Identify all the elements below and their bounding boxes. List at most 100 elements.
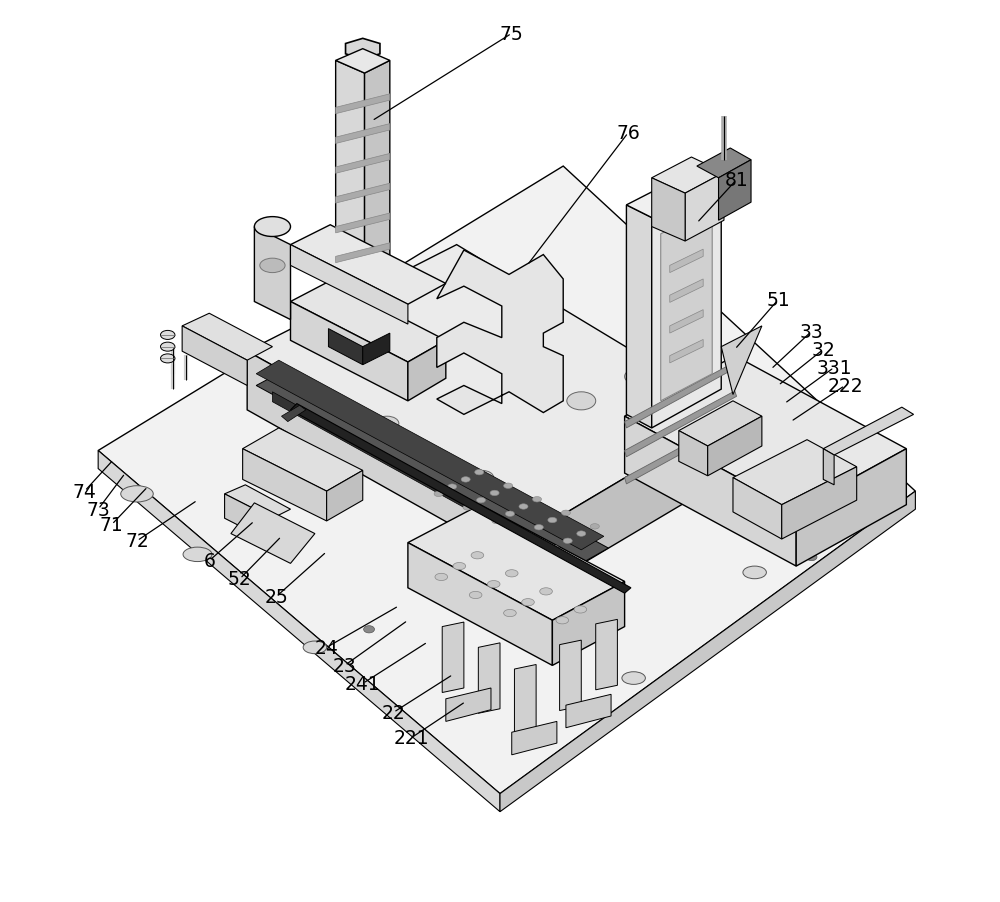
Ellipse shape bbox=[260, 259, 285, 273]
Text: 75: 75 bbox=[500, 24, 524, 44]
Polygon shape bbox=[336, 184, 390, 204]
Ellipse shape bbox=[477, 498, 486, 503]
Polygon shape bbox=[408, 341, 446, 401]
Text: 22: 22 bbox=[382, 703, 405, 723]
Polygon shape bbox=[661, 209, 712, 401]
Polygon shape bbox=[437, 251, 563, 415]
Polygon shape bbox=[182, 314, 272, 361]
Polygon shape bbox=[626, 206, 652, 428]
Text: 23: 23 bbox=[333, 656, 357, 676]
Text: 76: 76 bbox=[616, 124, 640, 143]
Ellipse shape bbox=[534, 525, 543, 530]
Ellipse shape bbox=[533, 497, 542, 502]
Ellipse shape bbox=[475, 470, 484, 475]
Ellipse shape bbox=[303, 641, 327, 654]
Ellipse shape bbox=[800, 524, 811, 531]
Polygon shape bbox=[823, 449, 834, 485]
Polygon shape bbox=[98, 167, 915, 794]
Polygon shape bbox=[336, 61, 365, 299]
Polygon shape bbox=[670, 310, 703, 334]
Ellipse shape bbox=[470, 471, 494, 485]
Ellipse shape bbox=[625, 370, 646, 384]
Ellipse shape bbox=[505, 511, 514, 517]
Ellipse shape bbox=[521, 532, 530, 538]
Polygon shape bbox=[98, 451, 500, 812]
Polygon shape bbox=[336, 214, 390, 234]
Ellipse shape bbox=[469, 592, 482, 599]
Ellipse shape bbox=[435, 574, 448, 581]
Polygon shape bbox=[670, 250, 703, 273]
Polygon shape bbox=[291, 404, 631, 594]
Ellipse shape bbox=[504, 610, 516, 617]
Polygon shape bbox=[328, 329, 363, 365]
Ellipse shape bbox=[492, 519, 501, 524]
Polygon shape bbox=[243, 449, 327, 521]
Ellipse shape bbox=[453, 563, 466, 570]
Ellipse shape bbox=[860, 446, 884, 459]
Polygon shape bbox=[231, 503, 315, 564]
Polygon shape bbox=[336, 50, 390, 74]
Ellipse shape bbox=[622, 672, 645, 685]
Text: 73: 73 bbox=[86, 500, 110, 520]
Polygon shape bbox=[247, 352, 552, 582]
Polygon shape bbox=[254, 227, 291, 320]
Polygon shape bbox=[514, 665, 536, 735]
Polygon shape bbox=[625, 363, 737, 428]
Polygon shape bbox=[272, 392, 595, 580]
Polygon shape bbox=[182, 327, 247, 386]
Text: 221: 221 bbox=[394, 728, 429, 748]
Polygon shape bbox=[336, 124, 390, 144]
Ellipse shape bbox=[448, 484, 457, 490]
Text: 24: 24 bbox=[315, 638, 339, 658]
Ellipse shape bbox=[590, 524, 599, 529]
Ellipse shape bbox=[160, 331, 175, 340]
Text: 81: 81 bbox=[725, 170, 748, 190]
Polygon shape bbox=[281, 406, 306, 422]
Polygon shape bbox=[782, 467, 857, 539]
Ellipse shape bbox=[550, 546, 559, 551]
Polygon shape bbox=[652, 180, 721, 428]
Polygon shape bbox=[256, 372, 608, 564]
Ellipse shape bbox=[375, 417, 399, 431]
Ellipse shape bbox=[556, 617, 569, 624]
Polygon shape bbox=[625, 417, 796, 566]
Ellipse shape bbox=[563, 538, 572, 544]
Ellipse shape bbox=[522, 599, 534, 606]
Polygon shape bbox=[652, 179, 685, 242]
Ellipse shape bbox=[160, 343, 175, 352]
Polygon shape bbox=[446, 688, 491, 722]
Polygon shape bbox=[512, 722, 557, 755]
Text: 241: 241 bbox=[345, 674, 381, 694]
Ellipse shape bbox=[364, 626, 374, 633]
Ellipse shape bbox=[567, 392, 596, 410]
Polygon shape bbox=[291, 281, 446, 363]
Text: 72: 72 bbox=[125, 531, 149, 551]
Ellipse shape bbox=[577, 531, 586, 537]
Ellipse shape bbox=[540, 588, 552, 595]
Polygon shape bbox=[336, 95, 390, 115]
Ellipse shape bbox=[487, 581, 500, 588]
Ellipse shape bbox=[160, 354, 175, 364]
Polygon shape bbox=[346, 40, 380, 60]
Polygon shape bbox=[596, 620, 617, 690]
Text: 32: 32 bbox=[811, 340, 835, 360]
Ellipse shape bbox=[505, 570, 518, 577]
Text: 222: 222 bbox=[827, 376, 863, 396]
Polygon shape bbox=[552, 413, 735, 582]
Polygon shape bbox=[823, 408, 914, 456]
Polygon shape bbox=[365, 61, 390, 299]
Polygon shape bbox=[336, 154, 390, 174]
Text: 74: 74 bbox=[73, 482, 97, 502]
Ellipse shape bbox=[463, 505, 472, 511]
Polygon shape bbox=[291, 302, 408, 401]
Polygon shape bbox=[625, 356, 906, 510]
Ellipse shape bbox=[471, 552, 484, 559]
Polygon shape bbox=[363, 334, 390, 365]
Ellipse shape bbox=[820, 487, 849, 502]
Polygon shape bbox=[626, 170, 721, 218]
Polygon shape bbox=[291, 226, 446, 305]
Polygon shape bbox=[552, 582, 625, 666]
Polygon shape bbox=[697, 149, 751, 179]
Polygon shape bbox=[442, 622, 464, 693]
Polygon shape bbox=[336, 244, 390, 263]
